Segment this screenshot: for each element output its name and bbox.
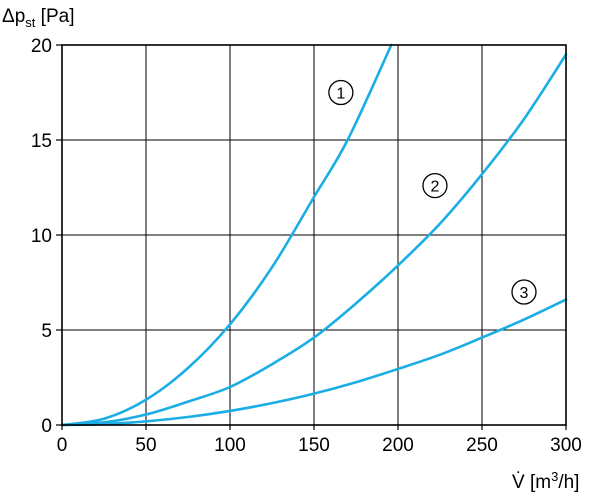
y-tick-label: 0 — [41, 416, 52, 437]
curve-label-text: 2 — [431, 179, 440, 196]
curve-label-text: 1 — [336, 86, 345, 103]
x-tick-label: 150 — [298, 435, 330, 456]
curve-label-circle — [422, 172, 448, 199]
curve-label-circle — [511, 279, 537, 305]
y-axis-subscript: st — [25, 15, 36, 30]
curve-label-text: 3 — [520, 285, 529, 302]
y-axis-symbol: Δp — [2, 6, 25, 27]
curve-labels: 1 2 3 — [328, 79, 537, 305]
y-tick-label: 15 — [31, 131, 52, 152]
x-tick-label: 100 — [214, 435, 246, 456]
x-tick-label: 50 — [135, 435, 156, 456]
y-tick-label: 10 — [31, 226, 52, 247]
y-tick-label: 20 — [31, 36, 52, 57]
x-tick-label: 300 — [550, 435, 582, 456]
curves — [60, 43, 568, 427]
y-axis-unit: [Pa] — [35, 6, 74, 27]
x-axis-superscript: 3 — [551, 469, 558, 484]
x-axis-symbol: V̇ — [512, 472, 525, 493]
y-tick-label: 5 — [41, 321, 52, 342]
x-tick-label: 0 — [57, 435, 68, 456]
y-axis-title: Δpst [Pa] — [2, 6, 74, 30]
curve-3 — [60, 298, 568, 427]
x-axis-title: V̇ [m3/h] — [512, 469, 579, 493]
x-axis-unit-end: /h] — [558, 472, 579, 493]
plot-frame — [61, 44, 567, 426]
x-axis-unit: [m — [525, 472, 551, 493]
curve-label-circle — [328, 79, 354, 106]
curve-2 — [60, 53, 568, 427]
curve-1 — [60, 43, 393, 427]
axes: 0 50 100 150 200 250 300 0 5 10 15 20 — [31, 36, 582, 456]
x-tick-label: 200 — [382, 435, 414, 456]
x-tick-label: 250 — [466, 435, 498, 456]
grid — [61, 44, 567, 426]
